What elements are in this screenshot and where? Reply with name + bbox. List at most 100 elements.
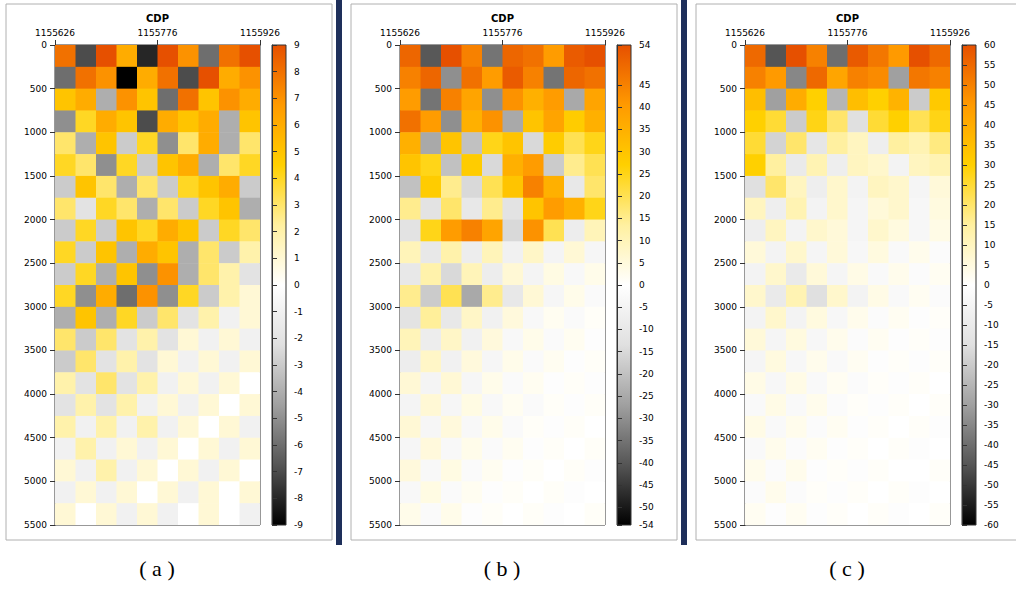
svg-text:2500: 2500 <box>24 258 47 268</box>
svg-text:-15: -15 <box>639 347 654 357</box>
svg-text:30: 30 <box>639 147 651 157</box>
svg-text:-35: -35 <box>984 420 999 430</box>
svg-text:35: 35 <box>984 140 995 150</box>
svg-text:-20: -20 <box>984 360 999 370</box>
svg-text:2500: 2500 <box>714 258 737 268</box>
svg-text:-1: -1 <box>294 307 303 317</box>
svg-text:1000: 1000 <box>369 127 392 137</box>
svg-text:-30: -30 <box>639 413 654 423</box>
svg-text:45: 45 <box>984 100 995 110</box>
svg-text:25: 25 <box>984 180 995 190</box>
svg-text:-45: -45 <box>984 460 999 470</box>
svg-text:2: 2 <box>294 227 300 237</box>
svg-text:-15: -15 <box>984 340 999 350</box>
svg-text:40: 40 <box>639 102 651 112</box>
svg-text:CDP: CDP <box>836 13 859 24</box>
svg-text:10: 10 <box>984 240 996 250</box>
svg-text:1500: 1500 <box>714 171 737 181</box>
svg-text:1000: 1000 <box>24 127 47 137</box>
svg-text:-35: -35 <box>639 436 654 446</box>
svg-text:3500: 3500 <box>714 345 737 355</box>
svg-text:3000: 3000 <box>714 302 737 312</box>
svg-text:-30: -30 <box>984 400 999 410</box>
svg-text:500: 500 <box>720 84 737 94</box>
svg-text:-6: -6 <box>294 440 303 450</box>
svg-text:1: 1 <box>294 253 300 263</box>
svg-text:-55: -55 <box>984 500 999 510</box>
svg-text:20: 20 <box>639 191 651 201</box>
svg-text:-60: -60 <box>984 520 999 530</box>
svg-text:-7: -7 <box>294 467 303 477</box>
svg-text:500: 500 <box>375 84 392 94</box>
svg-text:0: 0 <box>984 280 990 290</box>
svg-text:1500: 1500 <box>369 171 392 181</box>
svg-text:5000: 5000 <box>369 476 392 486</box>
svg-text:4: 4 <box>294 173 300 183</box>
svg-text:0: 0 <box>41 40 47 50</box>
svg-text:8: 8 <box>294 67 300 77</box>
svg-text:25: 25 <box>639 169 650 179</box>
svg-text:4000: 4000 <box>24 389 47 399</box>
svg-text:-5: -5 <box>294 413 303 423</box>
svg-text:-10: -10 <box>639 324 654 334</box>
svg-text:5000: 5000 <box>714 476 737 486</box>
svg-text:1155626: 1155626 <box>35 28 75 38</box>
svg-text:9: 9 <box>294 40 300 50</box>
svg-text:60: 60 <box>984 40 996 50</box>
svg-text:5: 5 <box>984 260 990 270</box>
svg-text:0: 0 <box>386 40 392 50</box>
svg-text:5: 5 <box>294 147 300 157</box>
svg-text:10: 10 <box>639 236 651 246</box>
svg-text:15: 15 <box>984 220 995 230</box>
svg-text:0: 0 <box>294 280 300 290</box>
svg-text:55: 55 <box>984 60 995 70</box>
svg-text:2000: 2000 <box>714 215 737 225</box>
svg-text:1500: 1500 <box>24 171 47 181</box>
svg-text:3500: 3500 <box>369 345 392 355</box>
svg-text:6: 6 <box>294 120 300 130</box>
svg-text:3000: 3000 <box>369 302 392 312</box>
svg-text:5500: 5500 <box>24 520 47 530</box>
svg-text:-20: -20 <box>639 369 654 379</box>
svg-text:0: 0 <box>731 40 737 50</box>
svg-text:-10: -10 <box>984 320 999 330</box>
svg-text:-50: -50 <box>639 502 654 512</box>
svg-text:-40: -40 <box>984 440 999 450</box>
svg-text:5500: 5500 <box>714 520 737 530</box>
svg-text:45: 45 <box>639 80 650 90</box>
svg-text:4500: 4500 <box>714 433 737 443</box>
svg-text:4500: 4500 <box>369 433 392 443</box>
svg-text:1155926: 1155926 <box>240 28 280 38</box>
svg-text:1155776: 1155776 <box>827 28 867 38</box>
svg-text:20: 20 <box>984 200 996 210</box>
svg-text:-40: -40 <box>639 458 654 468</box>
svg-text:4500: 4500 <box>24 433 47 443</box>
svg-text:1155926: 1155926 <box>930 28 970 38</box>
svg-text:1155776: 1155776 <box>137 28 177 38</box>
svg-text:-8: -8 <box>294 493 303 503</box>
svg-text:3500: 3500 <box>24 345 47 355</box>
svg-text:-45: -45 <box>639 480 654 490</box>
svg-text:-5: -5 <box>639 302 648 312</box>
svg-text:3000: 3000 <box>24 302 47 312</box>
svg-text:5000: 5000 <box>24 476 47 486</box>
svg-text:-5: -5 <box>984 300 993 310</box>
svg-text:( b ): ( b ) <box>484 556 521 581</box>
svg-text:1155626: 1155626 <box>725 28 765 38</box>
svg-text:500: 500 <box>30 84 47 94</box>
svg-text:-25: -25 <box>984 380 999 390</box>
svg-text:54: 54 <box>639 40 651 50</box>
svg-text:35: 35 <box>639 124 650 134</box>
svg-text:1155926: 1155926 <box>585 28 625 38</box>
svg-text:15: 15 <box>639 213 650 223</box>
svg-text:50: 50 <box>984 80 996 90</box>
svg-text:-4: -4 <box>294 387 303 397</box>
svg-text:4000: 4000 <box>714 389 737 399</box>
svg-text:30: 30 <box>984 160 996 170</box>
svg-text:1155626: 1155626 <box>380 28 420 38</box>
svg-text:4000: 4000 <box>369 389 392 399</box>
svg-text:40: 40 <box>984 120 996 130</box>
svg-text:5500: 5500 <box>369 520 392 530</box>
svg-text:CDP: CDP <box>491 13 514 24</box>
svg-text:( c ): ( c ) <box>829 556 864 581</box>
